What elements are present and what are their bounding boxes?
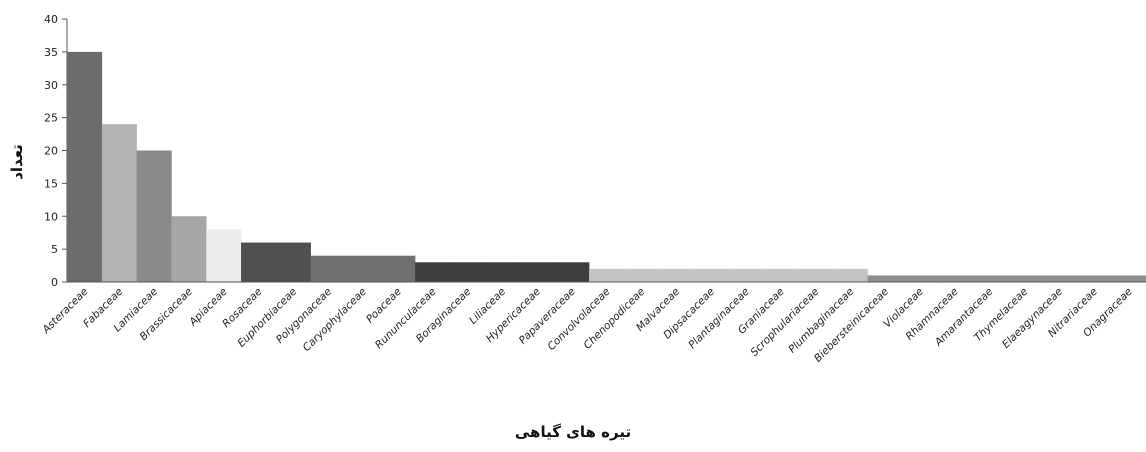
bar xyxy=(380,255,416,282)
bar xyxy=(484,262,520,282)
bar xyxy=(1006,275,1042,282)
x-tick-label: Rununculaceae xyxy=(373,286,439,352)
bar xyxy=(971,275,1008,282)
bar xyxy=(241,242,277,282)
y-tick-label: 15 xyxy=(44,177,58,190)
y-tick-label: 35 xyxy=(44,46,58,59)
bar xyxy=(171,216,207,282)
bar xyxy=(728,268,764,282)
bars xyxy=(67,51,1146,282)
y-tick-label: 25 xyxy=(44,112,58,125)
x-tick-label: Asteraceae xyxy=(40,286,91,337)
bar xyxy=(136,150,172,282)
bar xyxy=(693,268,729,282)
y-tick-label: 30 xyxy=(44,79,58,92)
bar xyxy=(519,262,555,282)
bar xyxy=(554,262,590,282)
bar xyxy=(797,268,834,282)
bar xyxy=(1111,275,1146,282)
x-axis: AsteraceaeFabaceaeLamiaceaeBrassicaceaeA… xyxy=(40,281,1146,365)
x-tick-label: Chenopodiceae xyxy=(581,286,647,352)
x-tick-label: Elaeagynaceae xyxy=(1000,286,1065,351)
bar xyxy=(449,262,485,282)
bar xyxy=(1041,275,1077,282)
bar xyxy=(415,262,451,282)
bar xyxy=(589,268,625,282)
x-tick-label: Convolvolaceae xyxy=(545,286,612,353)
bar xyxy=(67,51,103,282)
y-tick-label: 40 xyxy=(44,13,58,26)
bar xyxy=(867,275,903,282)
bar xyxy=(206,229,242,282)
bar xyxy=(345,255,381,282)
x-tick-label: Plantaginaceae xyxy=(686,286,752,352)
bar xyxy=(310,255,346,282)
bar xyxy=(1076,275,1112,282)
bar xyxy=(101,124,137,282)
y-tick-label: 10 xyxy=(44,210,58,223)
y-tick-label: 5 xyxy=(51,243,58,256)
x-tick-label: Caryophylaceae xyxy=(301,286,369,354)
x-tick-label: Plumbaginaceae xyxy=(786,286,856,356)
bar xyxy=(275,242,311,282)
x-tick-label: Euphorbiaceae xyxy=(235,286,299,350)
y-axis: 0 5 10 15 20 25 30 35 40 xyxy=(44,13,68,289)
y-axis-title: تعداد xyxy=(8,144,26,180)
y-tick-label: 0 xyxy=(51,276,58,289)
x-axis-title: تیره های گیاهی xyxy=(515,423,631,441)
bar xyxy=(763,268,799,282)
bar xyxy=(937,275,973,282)
bar xyxy=(623,268,660,282)
bar xyxy=(902,275,938,282)
y-tick-label: 20 xyxy=(44,145,58,158)
bar xyxy=(658,268,694,282)
bar xyxy=(832,268,868,282)
